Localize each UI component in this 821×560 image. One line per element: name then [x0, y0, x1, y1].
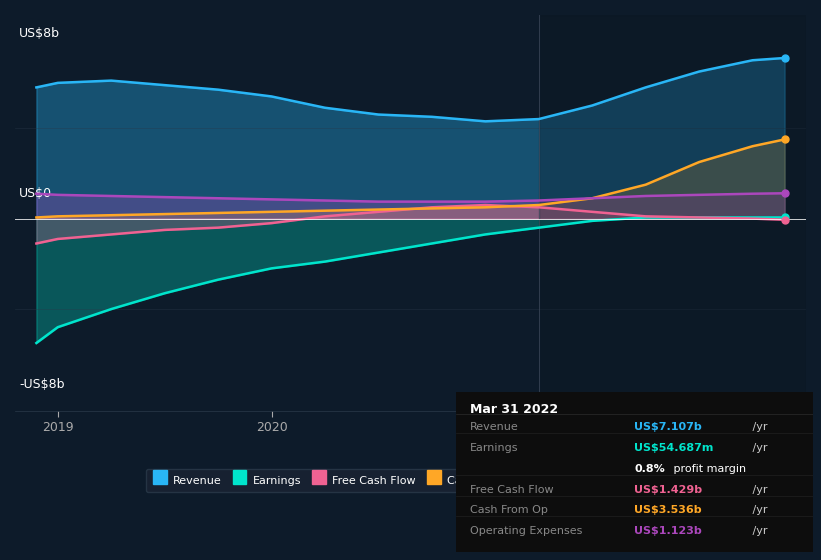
Text: US$3.536b: US$3.536b [635, 505, 702, 515]
Text: /yr: /yr [749, 484, 767, 494]
Text: US$54.687m: US$54.687m [635, 443, 713, 453]
Text: profit margin: profit margin [670, 464, 746, 474]
Bar [539, 15, 806, 411]
Text: Earnings: Earnings [470, 443, 518, 453]
Text: Mar 31 2022: Mar 31 2022 [470, 403, 558, 416]
Text: /yr: /yr [749, 422, 767, 432]
Text: Cash From Op: Cash From Op [470, 505, 548, 515]
Text: 0.8%: 0.8% [635, 464, 665, 474]
Text: US$0: US$0 [19, 186, 52, 200]
Text: US$7.107b: US$7.107b [635, 422, 702, 432]
Legend: Revenue, Earnings, Free Cash Flow, Cash From Op, Operating Expenses: Revenue, Earnings, Free Cash Flow, Cash … [146, 469, 675, 492]
Text: /yr: /yr [749, 526, 767, 536]
Text: US$8b: US$8b [19, 27, 60, 40]
Text: Operating Expenses: Operating Expenses [470, 526, 582, 536]
Text: US$1.429b: US$1.429b [635, 484, 702, 494]
Text: /yr: /yr [749, 505, 767, 515]
Text: Free Cash Flow: Free Cash Flow [470, 484, 553, 494]
Text: US$1.123b: US$1.123b [635, 526, 702, 536]
Text: -US$8b: -US$8b [19, 378, 65, 391]
Text: Revenue: Revenue [470, 422, 519, 432]
Text: /yr: /yr [749, 443, 767, 453]
